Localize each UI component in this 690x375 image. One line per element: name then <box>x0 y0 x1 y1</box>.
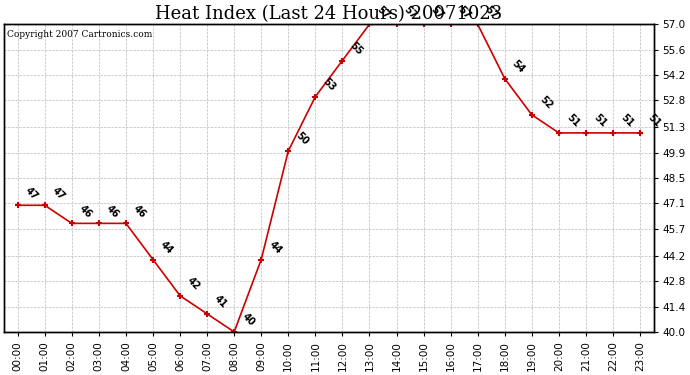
Text: 57: 57 <box>456 4 473 21</box>
Text: 54: 54 <box>511 58 527 75</box>
Text: 44: 44 <box>159 239 175 256</box>
Text: 57: 57 <box>483 4 500 21</box>
Text: 47: 47 <box>23 185 40 202</box>
Text: 51: 51 <box>564 113 581 129</box>
Text: 51: 51 <box>591 113 608 129</box>
Text: 40: 40 <box>239 312 256 328</box>
Text: 51: 51 <box>646 113 662 129</box>
Text: 57: 57 <box>375 4 392 21</box>
Text: 44: 44 <box>267 239 284 256</box>
Text: 51: 51 <box>618 113 635 129</box>
Text: 50: 50 <box>294 131 310 147</box>
Text: 47: 47 <box>50 185 67 202</box>
Text: 46: 46 <box>77 203 94 220</box>
Text: 55: 55 <box>348 40 364 57</box>
Text: 57: 57 <box>402 4 419 21</box>
Title: Heat Index (Last 24 Hours) 20071023: Heat Index (Last 24 Hours) 20071023 <box>155 5 502 23</box>
Text: 46: 46 <box>104 203 121 220</box>
Text: 42: 42 <box>186 276 202 292</box>
Text: Copyright 2007 Cartronics.com: Copyright 2007 Cartronics.com <box>8 30 152 39</box>
Text: 53: 53 <box>321 76 337 93</box>
Text: 57: 57 <box>429 4 446 21</box>
Text: 52: 52 <box>538 94 554 111</box>
Text: 46: 46 <box>132 203 148 220</box>
Text: 41: 41 <box>213 294 229 310</box>
